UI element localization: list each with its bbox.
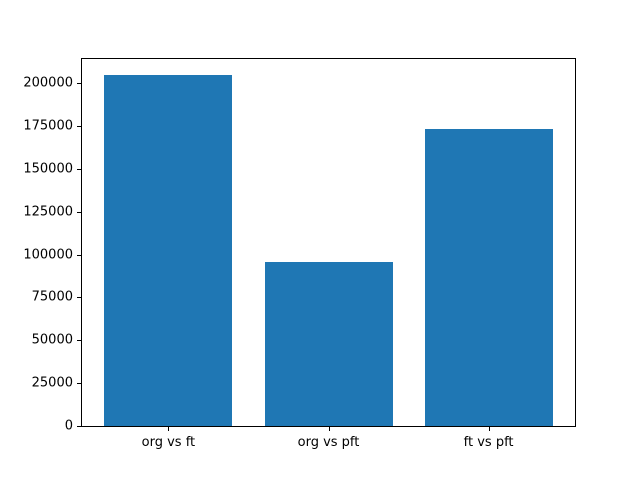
bar-org-vs-pft (264, 261, 393, 426)
y-tick-mark (77, 426, 81, 427)
y-tick-label: 200000 (23, 75, 73, 91)
y-tick-label: 175000 (23, 118, 73, 134)
y-tick-label: 50000 (31, 332, 73, 348)
y-tick-label: 25000 (31, 375, 73, 391)
y-tick-mark (77, 168, 81, 170)
y-tick-label: 75000 (31, 289, 73, 305)
plot-area (81, 58, 576, 427)
y-tick-label: 0 (64, 418, 73, 434)
bar-ft-vs-pft (424, 129, 553, 426)
x-tick-mark (168, 427, 170, 431)
y-tick-label: 125000 (23, 204, 73, 220)
y-tick-mark (77, 340, 81, 342)
x-tick-label: org vs ft (141, 435, 196, 450)
y-tick-mark (77, 254, 81, 256)
x-tick-label: ft vs pft (463, 435, 514, 450)
y-tick-label: 150000 (23, 161, 73, 177)
y-tick-mark (77, 211, 81, 213)
y-tick-mark (77, 83, 81, 84)
y-tick-mark (77, 383, 81, 385)
y-tick-mark (77, 297, 81, 299)
x-tick-mark (328, 427, 330, 431)
x-tick-mark (488, 427, 490, 431)
x-tick-label: org vs pft (297, 435, 360, 450)
y-tick-mark (77, 125, 81, 127)
y-tick-label: 100000 (23, 247, 73, 262)
bar-org-vs-ft (104, 75, 233, 426)
